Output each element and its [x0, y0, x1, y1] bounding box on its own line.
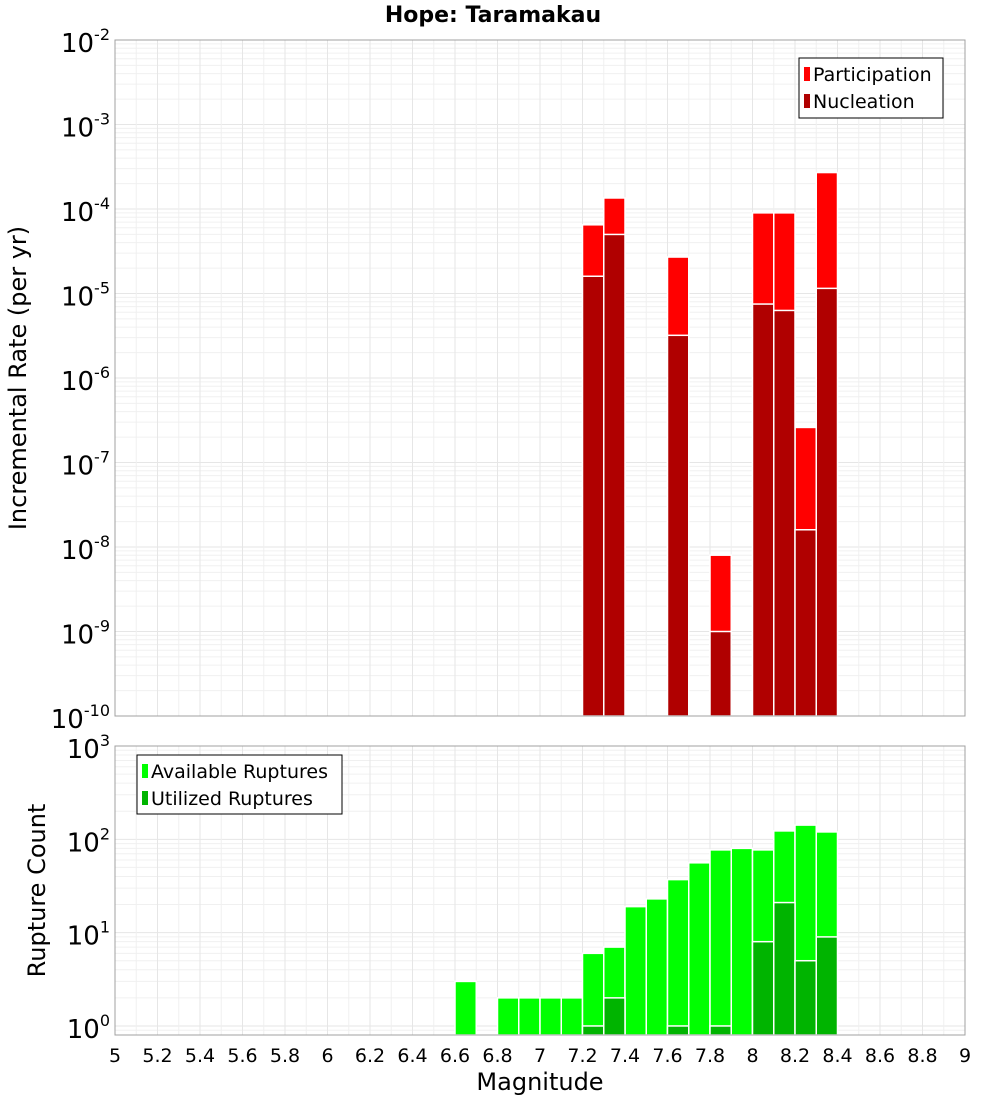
bar: [645, 898, 669, 1036]
legend-swatch: [142, 764, 148, 778]
bar: [794, 529, 817, 717]
legend: Participation Nucleation: [798, 57, 944, 119]
x-tick-label: 7.2: [567, 1045, 597, 1067]
bar: [815, 287, 839, 717]
x-tick-label: 5.4: [185, 1045, 215, 1067]
y-tick-label: 10-5: [61, 279, 110, 313]
bar: [581, 275, 605, 717]
bar: [603, 233, 626, 717]
legend-entry: Nucleation: [813, 91, 915, 113]
bar: [666, 878, 690, 1036]
x-tick-label: 5.8: [270, 1045, 300, 1067]
legend-entry: Utilized Ruptures: [151, 788, 313, 810]
y-tick-label: 100: [67, 1011, 110, 1045]
plot-frame: [114, 39, 966, 717]
y-tick-label: 102: [67, 824, 110, 858]
bar: [709, 630, 732, 717]
legend-box: [798, 57, 944, 119]
bar: [773, 309, 796, 717]
x-tick-label: 8.4: [822, 1045, 852, 1067]
chart-panel-1: 10-10 10-9 10-8 10-7 10-6 10-5 10-4 10-3 10-2 Inc…: [4, 3, 966, 735]
y-axis-label: Incremental Rate (per yr): [4, 226, 32, 530]
y-tick-label: 10-4: [61, 194, 110, 228]
x-tick-label: 7.8: [695, 1045, 725, 1067]
bar: [730, 847, 754, 1036]
y-axis-label: Rupture Count: [23, 804, 51, 978]
bar: [539, 997, 562, 1036]
bar: [581, 952, 605, 1036]
bar: [815, 936, 839, 1036]
bar: [794, 959, 817, 1036]
bar: [666, 334, 690, 717]
bar: [688, 862, 711, 1036]
y-tick-label: 10-2: [61, 25, 110, 59]
x-tick-label: 8: [746, 1045, 758, 1067]
legend: Available Ruptures Utilized Ruptures: [136, 754, 343, 815]
bar: [603, 997, 626, 1036]
bar: [518, 997, 541, 1036]
bar: [581, 1025, 605, 1036]
x-tick-label: 8.2: [780, 1045, 810, 1067]
legend-entry: Available Ruptures: [151, 761, 328, 783]
y-tick-label: 10-8: [61, 532, 110, 566]
x-tick-label: 9: [959, 1045, 971, 1067]
x-tick-label: 6: [321, 1045, 333, 1067]
y-tick-label: 101: [67, 918, 110, 952]
y-tick-label: 10-6: [61, 363, 110, 397]
x-tick-label: 7.6: [652, 1045, 682, 1067]
y-tick-label: 10-9: [61, 617, 110, 651]
y-tick-label: 10-10: [51, 701, 110, 735]
bar: [496, 997, 520, 1036]
plot-frame: [114, 745, 966, 1036]
bar: [709, 849, 732, 1036]
x-tick-label: 5.6: [227, 1045, 257, 1067]
x-tick-label: 7.4: [610, 1045, 640, 1067]
x-tick-label: 6.2: [355, 1045, 385, 1067]
x-tick-label: 5: [109, 1045, 121, 1067]
chart-title: Hope: Taramakau: [385, 3, 601, 28]
x-tick-label: 6.4: [397, 1045, 427, 1067]
bar: [709, 1025, 732, 1036]
legend-swatch: [804, 94, 810, 108]
bar: [751, 303, 775, 717]
bar: [454, 980, 477, 1036]
x-tick-label: 5.2: [142, 1045, 172, 1067]
x-axis-label: Magnitude: [476, 1068, 603, 1096]
legend-entry: Participation: [813, 64, 932, 86]
y-tick-label: 103: [67, 731, 110, 765]
x-tick-label: 6.8: [482, 1045, 512, 1067]
bar: [624, 905, 647, 1036]
bar: [560, 997, 584, 1036]
y-tick-label: 10-7: [61, 448, 110, 482]
x-tick-label: 6.6: [440, 1045, 470, 1067]
legend-swatch: [804, 67, 810, 81]
y-tick-label: 10-3: [61, 110, 110, 144]
x-tick-label: 8.6: [865, 1045, 895, 1067]
bar: [666, 1025, 690, 1036]
legend-swatch: [142, 791, 148, 805]
series-utilized-ruptures: [581, 901, 839, 1036]
bar: [751, 940, 775, 1036]
x-tick-label: 7: [534, 1045, 546, 1067]
bar: [773, 901, 796, 1036]
x-tick-label: 8.8: [907, 1045, 937, 1067]
legend-box: [136, 754, 343, 815]
